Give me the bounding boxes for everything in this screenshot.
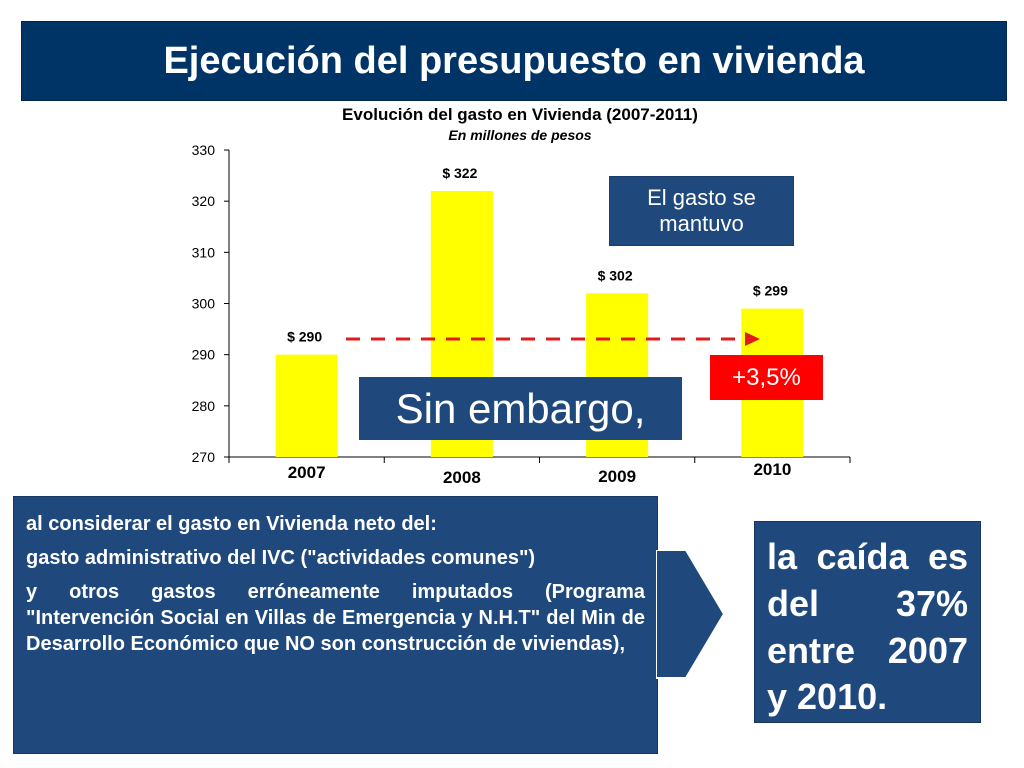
y-tick-label: 280 (192, 398, 216, 414)
title-bar: Ejecución del presupuesto en vivienda (21, 21, 1007, 101)
y-tick-label: 330 (192, 142, 216, 158)
left-paragraph-3: y otros gastos erróneamente imputados (P… (26, 581, 645, 655)
chart-title: Evolución del gasto en Vivienda (2007-20… (342, 105, 698, 124)
y-tick-label: 290 (192, 347, 216, 363)
page-title: Ejecución del presupuesto en vivienda (163, 39, 865, 82)
data-label-2007: $ 290 (287, 329, 322, 345)
x-tick-label-2010: 2010 (753, 460, 791, 479)
y-tick-label: 270 (192, 449, 216, 465)
y-tick-label: 320 (192, 193, 216, 209)
data-label-2008: $ 322 (442, 165, 477, 181)
data-label-2009: $ 302 (598, 267, 633, 283)
bar-2007 (275, 354, 338, 457)
callout-percent: +3,5% (710, 355, 823, 400)
left-paragraph-2: gasto administrativo del IVC ("actividad… (26, 547, 536, 569)
callout-sin-embargo: Sin embargo, (359, 377, 682, 440)
left-paragraph-1: al considerar el gasto en Vivienda neto … (26, 513, 437, 535)
y-tick-label: 310 (192, 244, 216, 260)
dashed-arrow-head-icon (745, 332, 760, 346)
right-arrow-icon (656, 550, 726, 679)
x-tick-label-2007: 2007 (288, 463, 326, 482)
data-label-2010: $ 299 (753, 283, 788, 299)
chart-subtitle: En millones de pesos (448, 127, 592, 143)
x-tick-label-2008: 2008 (443, 468, 481, 487)
left-text-box: al considerar el gasto en Vivienda neto … (13, 496, 658, 754)
callout-mantuvo: El gasto se mantuvo (609, 176, 794, 246)
x-tick-label-2009: 2009 (598, 467, 636, 486)
right-text-box: la caída es del 37% entre 2007 y 2010. (754, 521, 981, 723)
y-tick-label: 300 (192, 296, 216, 312)
